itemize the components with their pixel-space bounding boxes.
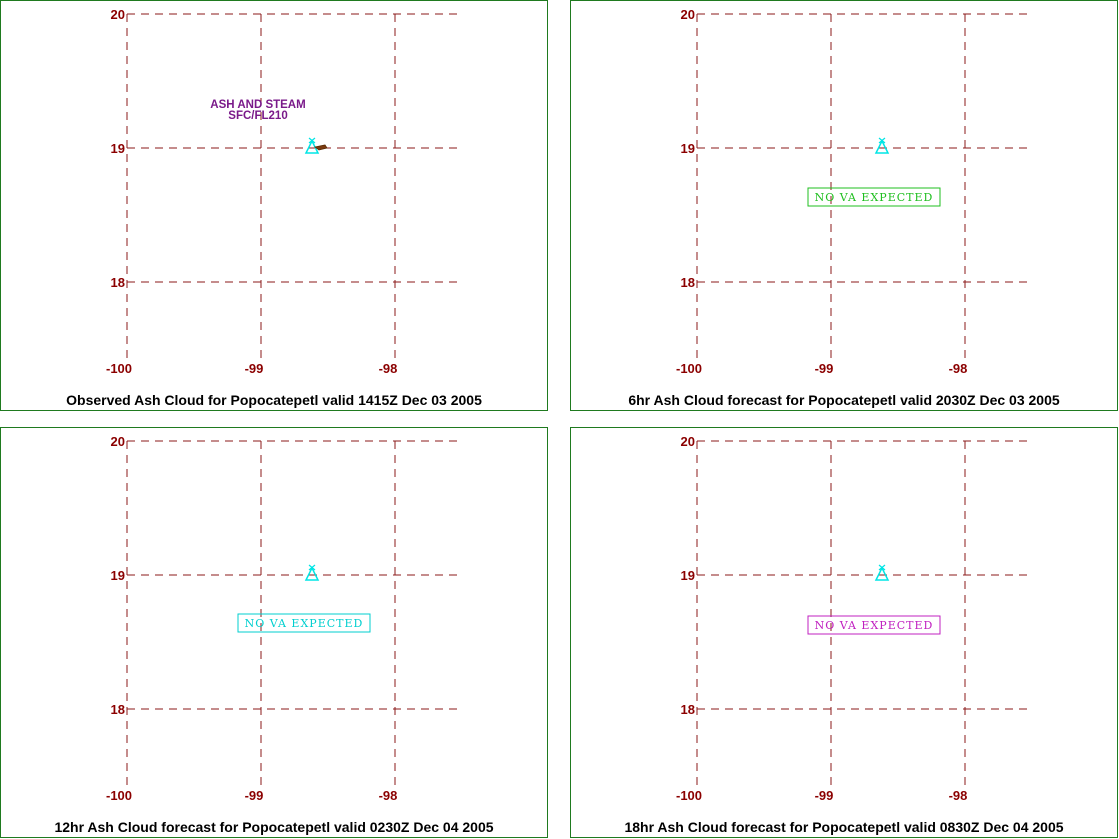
map-panel-6hr: 20 19 18 -100 -99 -98 NO VA EXPECTED 6hr… (570, 0, 1118, 411)
no-va-label: NO VA EXPECTED (245, 617, 364, 630)
lon-label-98: -98 (949, 361, 968, 376)
lat-label-20: 20 (111, 434, 125, 449)
map-panel-12hr: 20 19 18 -100 -99 -98 NO VA EXPECTED 12h… (0, 427, 548, 838)
lat-label-18: 18 (681, 702, 695, 717)
lon-label-99: -99 (245, 788, 264, 803)
lon-label-98: -98 (379, 788, 398, 803)
lon-label-98: -98 (379, 361, 398, 376)
map-grid: 20 19 18 -100 -99 -98 NO VA EXPECTED (676, 7, 1031, 376)
lon-label-98: -98 (949, 788, 968, 803)
lon-label-100: -100 (106, 788, 132, 803)
lat-label-20: 20 (111, 7, 125, 22)
lat-label-19: 19 (681, 568, 695, 583)
map-panel-observed: 20 19 18 -100 -99 -98 ASH AND STEAM SFC/… (0, 0, 548, 411)
panel-caption: 6hr Ash Cloud forecast for Popocatepetl … (628, 392, 1060, 408)
lat-label-20: 20 (681, 434, 695, 449)
volcano-icon (874, 564, 890, 581)
ash-annotation-line2: SFC/FL210 (228, 110, 287, 122)
no-va-label: NO VA EXPECTED (815, 191, 934, 204)
lat-label-18: 18 (111, 275, 125, 290)
map-grid: 20 19 18 -100 -99 -98 NO VA EXPECTED (106, 434, 461, 803)
no-va-box: NO VA EXPECTED (807, 187, 941, 207)
lon-label-100: -100 (106, 361, 132, 376)
lat-label-18: 18 (681, 275, 695, 290)
no-va-box: NO VA EXPECTED (237, 613, 371, 633)
lon-label-99: -99 (815, 788, 834, 803)
ash-annotation-line1: ASH AND STEAM (210, 99, 305, 111)
panel-caption: Observed Ash Cloud for Popocatepetl vali… (66, 392, 482, 408)
no-va-box: NO VA EXPECTED (807, 615, 941, 635)
volcano-icon (304, 137, 320, 154)
map-grid: 20 19 18 -100 -99 -98 ASH AND STEAM SFC/… (106, 7, 461, 376)
lat-label-18: 18 (111, 702, 125, 717)
lat-label-19: 19 (111, 568, 125, 583)
lon-label-99: -99 (245, 361, 264, 376)
no-va-label: NO VA EXPECTED (815, 619, 934, 632)
volcano-icon (304, 564, 320, 581)
map-grid: 20 19 18 -100 -99 -98 NO VA EXPECTED (676, 434, 1031, 803)
panel-caption: 18hr Ash Cloud forecast for Popocatepetl… (624, 819, 1064, 835)
lon-label-99: -99 (815, 361, 834, 376)
lat-label-19: 19 (111, 141, 125, 156)
ash-plume-icon (314, 144, 328, 151)
lat-label-20: 20 (681, 7, 695, 22)
lon-label-100: -100 (676, 361, 702, 376)
panel-caption: 12hr Ash Cloud forecast for Popocatepetl… (54, 819, 494, 835)
map-panel-18hr: 20 19 18 -100 -99 -98 NO VA EXPECTED 18h… (570, 427, 1118, 838)
volcano-icon (874, 137, 890, 154)
lat-label-19: 19 (681, 141, 695, 156)
lon-label-100: -100 (676, 788, 702, 803)
